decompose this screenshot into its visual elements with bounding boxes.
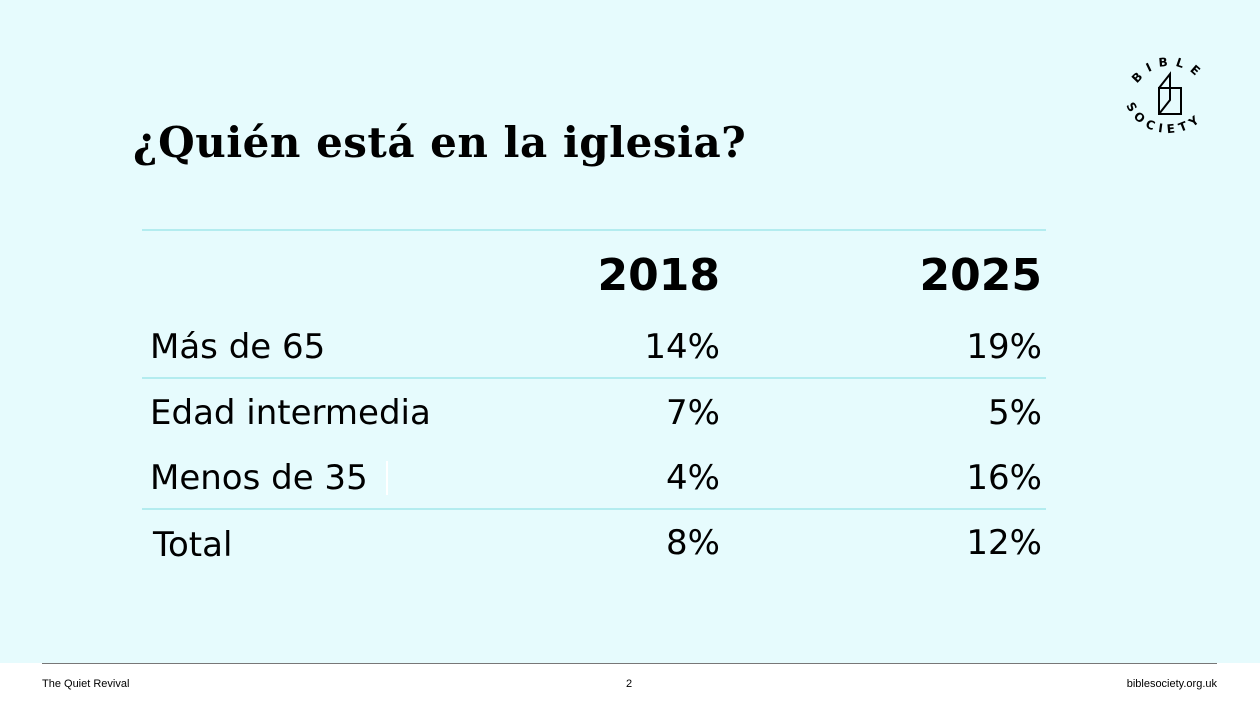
- row-label: Edad intermedia: [150, 393, 431, 433]
- footer-title: The Quiet Revival: [42, 678, 130, 690]
- slide-title: ¿Quién está en la iglesia?: [133, 118, 747, 167]
- column-header-2018: 2018: [597, 250, 720, 301]
- value-2025: 5%: [988, 393, 1042, 433]
- slide-footer: The Quiet Revival 2 biblesociety.org.uk: [0, 663, 1260, 709]
- value-2018: 14%: [644, 327, 720, 367]
- logo-text-bottom: SOCIETY: [1123, 100, 1200, 136]
- column-header-2025: 2025: [919, 250, 1042, 301]
- footer-rule: [42, 663, 1217, 664]
- value-2018: 4%: [666, 458, 720, 498]
- value-2025: 19%: [966, 327, 1042, 367]
- book-icon: [1158, 71, 1182, 115]
- footer-website: biblesociety.org.uk: [1126, 678, 1217, 690]
- value-2025: 16%: [966, 458, 1042, 498]
- logo-text-top: BIBLE: [1129, 55, 1201, 86]
- row-divider: [142, 377, 1046, 379]
- text-cursor: [386, 461, 388, 495]
- row-divider: [142, 508, 1046, 510]
- value-2018: 8%: [666, 523, 720, 563]
- table-top-rule: [142, 229, 1046, 231]
- row-label: Más de 65: [150, 327, 326, 367]
- svg-text:SOCIETY: SOCIETY: [1123, 100, 1205, 136]
- value-2025: 12%: [966, 523, 1042, 563]
- row-label: Menos de 35: [150, 458, 368, 498]
- page-number: 2: [626, 678, 633, 690]
- row-label: Total: [153, 525, 233, 565]
- svg-text:BIBLE: BIBLE: [1129, 55, 1208, 86]
- bible-society-logo: BIBLE SOCIETY: [1123, 55, 1208, 137]
- value-2018: 7%: [666, 393, 720, 433]
